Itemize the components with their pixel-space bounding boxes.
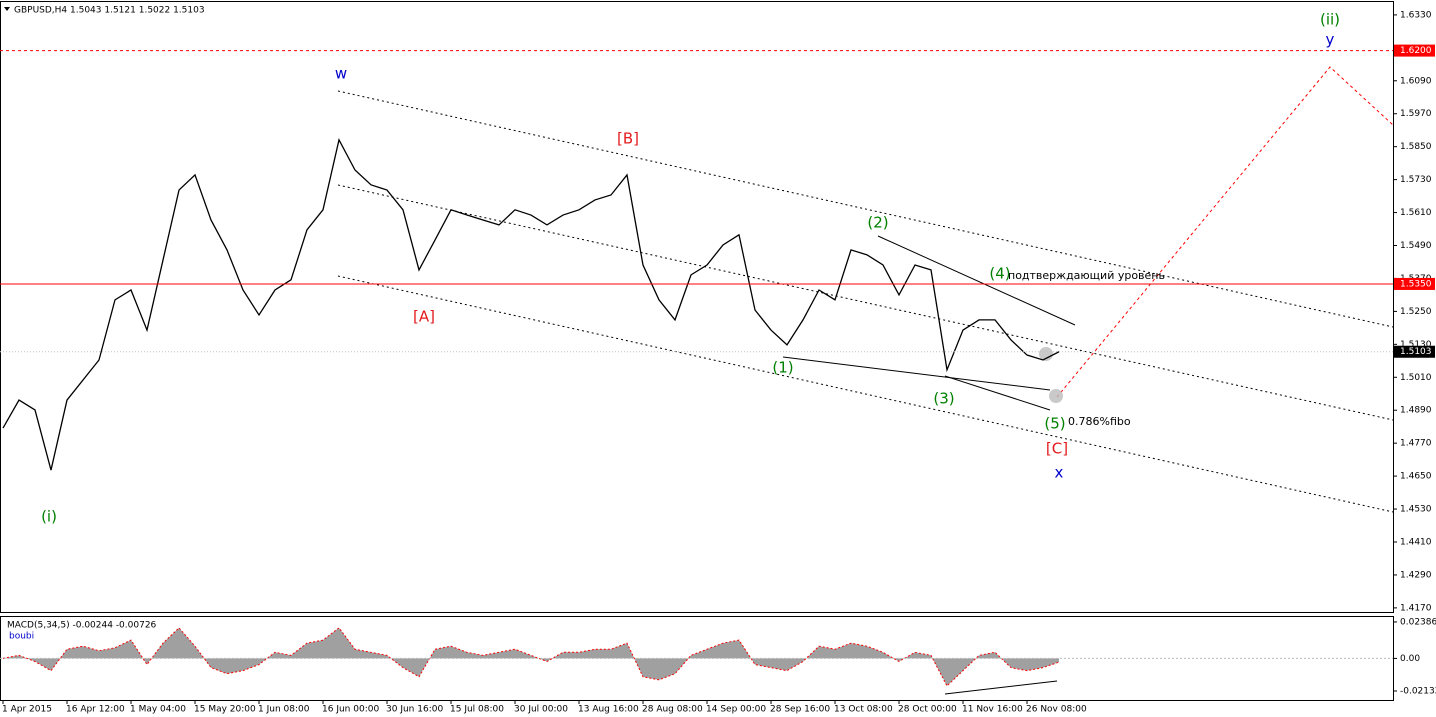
annotation: [A] xyxy=(413,308,435,326)
marker xyxy=(1049,389,1063,403)
y-tick-label: 1.5250 xyxy=(1400,307,1432,317)
y-tick-label: 1.5010 xyxy=(1400,373,1432,383)
y-tick-label: 1.5610 xyxy=(1400,208,1432,218)
annotation: (5) xyxy=(1044,415,1065,433)
x-tick-label: 30 Jul 00:00 xyxy=(514,705,568,715)
x-tick-label: 30 Jun 16:00 xyxy=(386,705,443,715)
x-tick-label: 13 Aug 16:00 xyxy=(578,705,639,715)
x-tick-label: 13 Oct 08:00 xyxy=(834,705,893,715)
macd-subtitle: boubi xyxy=(9,632,34,642)
annotation: подтверждающий уровень xyxy=(1008,269,1165,282)
macd-area xyxy=(3,627,1059,686)
level-label: 1.5350 xyxy=(1400,279,1432,289)
x-tick-label: 16 Jun 00:00 xyxy=(322,705,379,715)
annotation: (2) xyxy=(867,214,888,232)
x-tick-label: 16 Apr 12:00 xyxy=(66,705,125,715)
y-tick-label: 1.5130 xyxy=(1400,340,1432,350)
level-box xyxy=(1394,345,1435,358)
y-tick-label: 1.5970 xyxy=(1400,109,1432,119)
level-box xyxy=(1394,44,1435,57)
annotation: (i) xyxy=(41,508,57,526)
channel-lines xyxy=(337,90,1394,513)
y-tick-label: 1.6090 xyxy=(1400,76,1432,86)
level-label: 1.6200 xyxy=(1400,46,1432,56)
annotation: (4) xyxy=(989,265,1010,283)
x-tick-label: 1 Jun 08:00 xyxy=(258,705,310,715)
y-tick-label: 1.4650 xyxy=(1400,472,1432,482)
channel-line xyxy=(337,184,1394,421)
price-line xyxy=(2,137,1060,471)
annotation: (3) xyxy=(933,390,954,408)
projection-line xyxy=(1056,66,1394,398)
title-arrow xyxy=(4,7,10,11)
y-tick-label: 1.4530 xyxy=(1400,505,1432,515)
x-tick-label: 28 Aug 08:00 xyxy=(642,705,703,715)
y-tick-label: 1.4410 xyxy=(1400,537,1432,547)
trend-line xyxy=(877,235,1076,326)
y-tick-label: 0.00 xyxy=(1400,654,1420,664)
x-tick-label: 1 May 04:00 xyxy=(130,705,186,715)
annotation: y xyxy=(1326,31,1335,49)
annotation: (ii) xyxy=(1320,11,1340,29)
y-tick-label: 1.4170 xyxy=(1400,603,1432,613)
level-label: 1.5103 xyxy=(1400,347,1432,357)
x-tick-label: 28 Oct 00:00 xyxy=(898,705,957,715)
x-tick-label: 11 Nov 16:00 xyxy=(962,705,1023,715)
y-tick-label: 1.5730 xyxy=(1400,175,1432,185)
annotation: w xyxy=(335,65,347,83)
trend-lines xyxy=(782,235,1076,695)
y-tick-label: 1.5850 xyxy=(1400,142,1432,152)
annotation: [B] xyxy=(617,130,639,148)
annotation: [C] xyxy=(1046,440,1068,458)
marker xyxy=(1039,347,1053,361)
annotation: (1) xyxy=(772,359,793,377)
y-tick-label: 1.4890 xyxy=(1400,406,1432,416)
chart-title: GBPUSD,H4 1.5043 1.5121 1.5022 1.5103 xyxy=(14,6,205,16)
channel-line xyxy=(337,90,1394,328)
x-tick-label: 28 Sep 16:00 xyxy=(770,705,830,715)
y-tick-label: 1.6330 xyxy=(1400,10,1432,20)
divergence-line xyxy=(944,680,1058,695)
annotation: 0.786%fibo xyxy=(1068,415,1131,428)
y-tick-label: 1.4290 xyxy=(1400,570,1432,580)
x-tick-label: 1 Apr 2015 xyxy=(2,705,52,715)
x-tick-label: 15 May 20:00 xyxy=(194,705,256,715)
main-panel xyxy=(0,1,1394,613)
annotation: x xyxy=(1055,464,1064,482)
y-tick-label: 1.4770 xyxy=(1400,439,1432,449)
x-tick-label: 14 Sep 00:00 xyxy=(706,705,766,715)
macd-title: MACD(5,34,5) -0.00244 -0.00726 xyxy=(7,621,157,631)
y-tick-label: -0.02132 xyxy=(1400,687,1436,697)
y-tick-label: 1.5490 xyxy=(1400,241,1432,251)
level-box xyxy=(1394,277,1435,290)
trend-line xyxy=(944,375,1051,411)
channel-line xyxy=(337,275,1394,513)
x-tick-label: 26 Nov 08:00 xyxy=(1026,705,1087,715)
y-tick-label: 0.02386 xyxy=(1400,617,1436,627)
trend-line xyxy=(782,356,1051,391)
x-tick-label: 15 Jul 08:00 xyxy=(450,705,504,715)
